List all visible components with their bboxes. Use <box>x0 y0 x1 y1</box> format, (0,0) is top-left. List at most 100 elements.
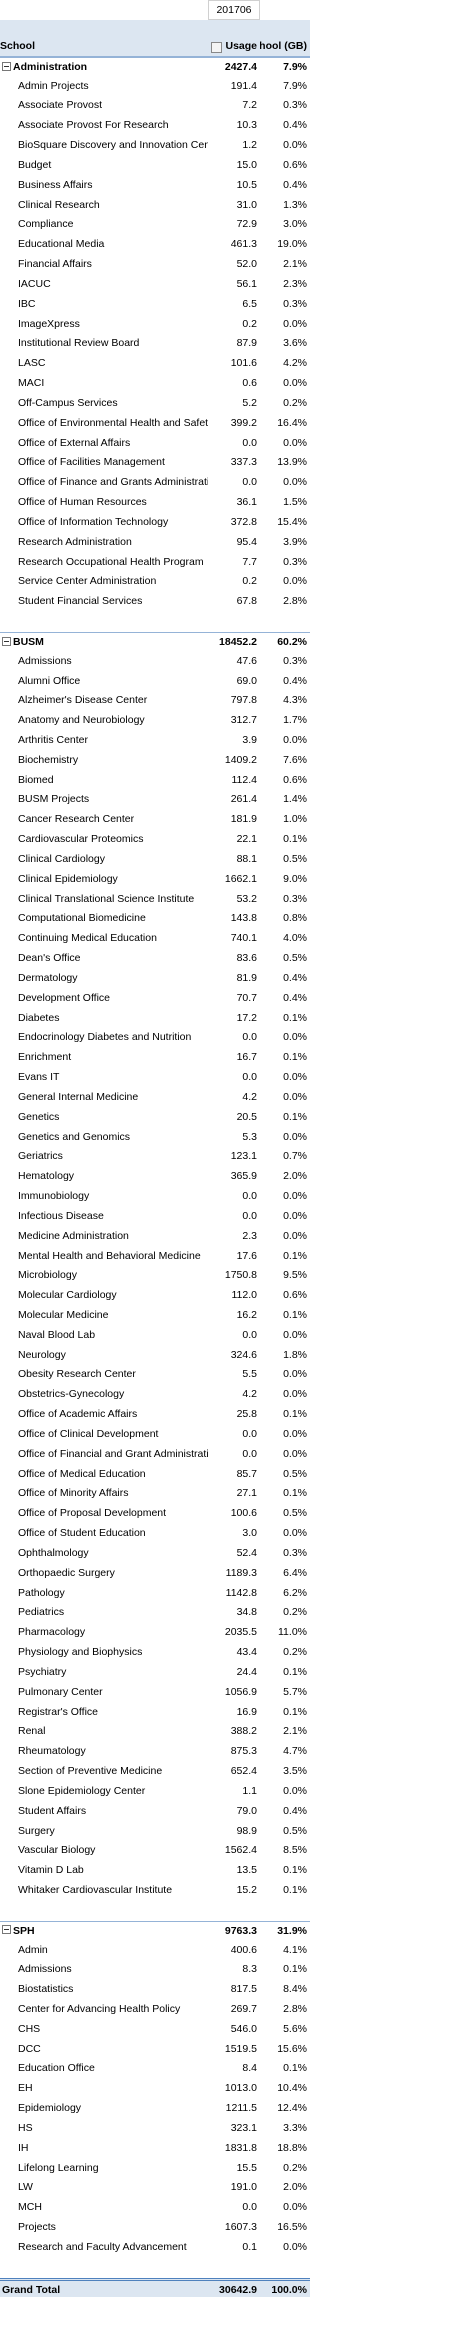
dept-row: Pharmacology 2035.5 11.0% <box>0 1623 310 1643</box>
dept-usage: 797.8 <box>230 694 257 707</box>
dept-name: Registrar's Office <box>18 1705 99 1718</box>
dept-usage: 24.4 <box>236 1665 257 1678</box>
dept-usage: 25.8 <box>236 1408 257 1421</box>
dept-name: Vitamin D Lab <box>18 1864 84 1877</box>
group-usage: 9763.3 <box>224 1924 257 1937</box>
group-usage: 18452.2 <box>219 635 257 648</box>
grand-total-label: Grand Total <box>2 2283 61 2296</box>
dept-usage: 0.0 <box>242 1427 257 1440</box>
dept-name: Off-Campus Services <box>18 396 118 409</box>
dept-percent: 7.6% <box>283 753 307 766</box>
dept-row: Hematology 365.9 2.0% <box>0 1167 310 1187</box>
dept-name: EH <box>18 2082 33 2095</box>
dept-percent: 4.0% <box>283 932 307 945</box>
dept-usage: 87.9 <box>236 337 257 350</box>
dept-name: Financial Affairs <box>18 258 92 271</box>
dept-row: MCH 0.0 0.0% <box>0 2198 310 2218</box>
dept-name: Cancer Research Center <box>18 813 135 826</box>
dept-percent: 3.3% <box>283 2121 307 2134</box>
dept-row: Office of Clinical Development 0.0 0.0% <box>0 1425 310 1445</box>
dept-name: Budget <box>18 158 52 171</box>
dept-percent: 0.0% <box>283 317 307 330</box>
dept-row: MACI 0.6 0.0% <box>0 374 310 394</box>
dept-row: Genetics and Genomics 5.3 0.0% <box>0 1128 310 1148</box>
dept-percent: 0.0% <box>283 1090 307 1103</box>
dept-name: Continuing Medical Education <box>18 932 157 945</box>
dept-row: Rheumatology 875.3 4.7% <box>0 1742 310 1762</box>
collapse-toggle[interactable] <box>2 636 11 646</box>
dept-name: Neurology <box>18 1348 66 1361</box>
dept-percent: 0.0% <box>283 2201 307 2214</box>
dept-row: Arthritis Center 3.9 0.0% <box>0 731 310 751</box>
dept-name: Compliance <box>18 218 74 231</box>
dept-percent: 0.0% <box>283 1527 307 1540</box>
dept-usage: 0.2 <box>242 575 257 588</box>
collapse-toggle[interactable] <box>2 1925 11 1935</box>
dept-row: Endocrinology Diabetes and Nutrition 0.0 0… <box>0 1028 310 1048</box>
dept-name: Dermatology <box>18 971 78 984</box>
dept-name: Admin Projects <box>18 79 89 92</box>
dept-percent: 19.0% <box>277 238 307 251</box>
column-header: Usage Dept to School (GB) <box>260 39 307 52</box>
dept-percent: 0.6% <box>283 1289 307 1302</box>
dept-usage: 400.6 <box>230 1943 257 1956</box>
dept-name: Orthopaedic Surgery <box>18 1566 115 1579</box>
dept-name: Pediatrics <box>18 1606 65 1619</box>
dept-percent: 1.8% <box>283 1348 307 1361</box>
dept-percent: 1.7% <box>283 714 307 727</box>
dept-name: Office of Student Education <box>18 1527 146 1540</box>
dept-row: Diabetes 17.2 0.1% <box>0 1009 310 1029</box>
dept-usage: 20.5 <box>236 1110 257 1123</box>
dept-name: Office of Facilities Management <box>18 456 165 469</box>
dept-row: Dean's Office 83.6 0.5% <box>0 949 310 969</box>
dept-percent: 0.0% <box>283 436 307 449</box>
group-name: SPH <box>13 1924 35 1937</box>
dept-row: Office of Medical Education 85.7 0.5% <box>0 1465 310 1485</box>
dept-row: ImageXpress 0.2 0.0% <box>0 315 310 335</box>
dept-usage: 0.0 <box>242 1447 257 1460</box>
dept-usage: 69.0 <box>236 674 257 687</box>
dept-row: Office of Facilities Management 337.3 13.9… <box>0 453 310 473</box>
dept-name: Infectious Disease <box>18 1209 104 1222</box>
dept-percent: 0.4% <box>283 1804 307 1817</box>
dept-name: Molecular Cardiology <box>18 1289 117 1302</box>
dept-row: Psychiatry 24.4 0.1% <box>0 1663 310 1683</box>
dept-usage: 0.6 <box>242 377 257 390</box>
dept-percent: 0.1% <box>283 1051 307 1064</box>
dept-usage: 191.0 <box>230 2181 257 2194</box>
dept-name: Center for Advancing Health Policy <box>18 2002 181 2015</box>
dept-usage: 112.0 <box>231 1289 258 1302</box>
dept-name: Development Office <box>18 991 111 1004</box>
dept-percent: 18.8% <box>277 2141 307 2154</box>
dept-name: Business Affairs <box>18 178 93 191</box>
collapse-toggle[interactable] <box>2 61 11 71</box>
dept-percent: 0.5% <box>283 852 307 865</box>
dept-usage: 1750.8 <box>224 1269 257 1282</box>
dept-percent: 0.1% <box>283 2062 307 2075</box>
dept-row: Admin 400.6 4.1% <box>0 1941 310 1961</box>
dept-name: DCC <box>18 2042 41 2055</box>
dept-row: Associate Provost 7.2 0.3% <box>0 96 310 116</box>
dept-percent: 0.1% <box>283 1963 307 1976</box>
dept-name: Student Affairs <box>18 1804 87 1817</box>
dept-percent: 2.0% <box>283 2181 307 2194</box>
dept-usage: 181.9 <box>230 813 257 826</box>
dept-row: Epidemiology 1211.5 12.4% <box>0 2099 310 2119</box>
dept-percent: 0.0% <box>283 1447 307 1460</box>
dept-row: EH 1013.0 10.4% <box>0 2079 310 2099</box>
dept-percent: 0.3% <box>283 555 307 568</box>
dept-row: Office of Financial and Grant Administra… <box>0 1445 310 1465</box>
dept-name: Naval Blood Lab <box>18 1328 96 1341</box>
dept-name: Cardiovascular Proteomics <box>18 833 144 846</box>
dept-usage: 5.5 <box>242 1368 257 1381</box>
header-row: School UsageUsage Dept to School (GB) <box>0 19 310 57</box>
dept-name: Anatomy and Neurobiology <box>18 714 145 727</box>
dept-row: Cancer Research Center 181.9 1.0% <box>0 810 310 830</box>
blank-row <box>0 2258 310 2278</box>
dept-usage: 0.0 <box>242 2201 257 2214</box>
dept-name: Geriatrics <box>18 1150 63 1163</box>
filter-button[interactable] <box>211 41 223 53</box>
dept-percent: 4.7% <box>283 1745 307 1758</box>
group-name: BUSM <box>13 635 44 648</box>
dept-name: Surgery <box>18 1824 55 1837</box>
